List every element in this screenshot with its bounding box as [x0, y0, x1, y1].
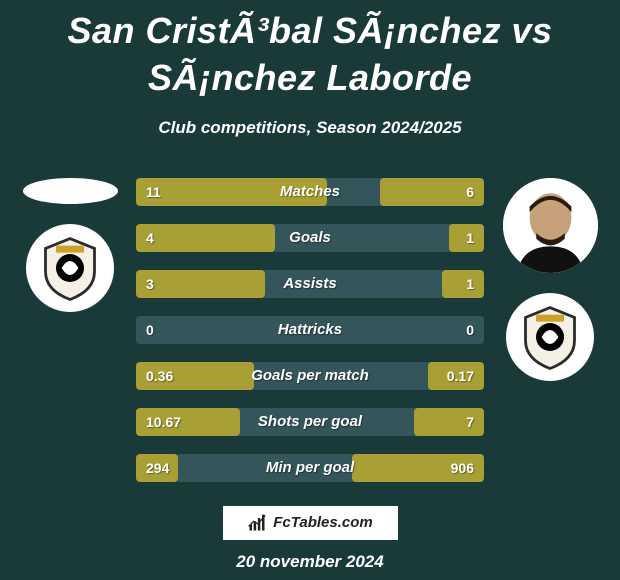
stat-value-right: 0 — [466, 322, 474, 338]
stat-value-right: 906 — [451, 460, 474, 476]
stat-row: 11 Matches 6 — [136, 178, 484, 206]
stat-label: Matches — [280, 183, 340, 200]
club-crest-icon — [35, 233, 105, 303]
subtitle: Club competitions, Season 2024/2025 — [0, 118, 620, 138]
stat-value-right: 7 — [466, 414, 474, 430]
player-left-club-badge — [26, 224, 114, 312]
player-left-avatar — [23, 178, 118, 204]
stats-center: 11 Matches 6 4 Goals 1 3 Assists 1 0 Hattricks 0 0.3… — [130, 178, 490, 482]
left-player-col — [10, 178, 130, 312]
player-right-avatar — [503, 178, 598, 273]
footer-date: 20 november 2024 — [0, 552, 620, 572]
stat-value-left: 11 — [146, 184, 161, 200]
stat-value-left: 4 — [146, 230, 154, 246]
stat-row: 0 Hattricks 0 — [136, 316, 484, 344]
stat-label: Min per goal — [266, 459, 354, 476]
player-photo-icon — [503, 178, 598, 273]
stat-value-left: 10.67 — [146, 414, 181, 430]
stat-row: 0.36 Goals per match 0.17 — [136, 362, 484, 390]
stat-value-right: 1 — [466, 230, 474, 246]
player-right-club-badge — [506, 293, 594, 381]
stat-label: Shots per goal — [258, 413, 362, 430]
stat-bar-left — [136, 224, 275, 252]
club-crest-icon — [515, 302, 585, 372]
stat-value-right: 6 — [466, 184, 474, 200]
stat-value-right: 1 — [466, 276, 474, 292]
stat-value-left: 3 — [146, 276, 154, 292]
stat-row: 294 Min per goal 906 — [136, 454, 484, 482]
chart-icon — [247, 513, 267, 533]
stat-bar-right — [442, 270, 484, 298]
stat-label: Hattricks — [278, 321, 342, 338]
right-player-col — [490, 178, 610, 381]
brand-bar[interactable]: FcTables.com — [223, 506, 398, 540]
brand-label: FcTables.com — [273, 514, 372, 531]
stat-value-right: 0.17 — [447, 368, 474, 384]
page-title: San CristÃ³bal SÃ¡nchez vs SÃ¡nchez Labo… — [0, 8, 620, 102]
stat-bar-left — [136, 270, 265, 298]
stat-value-left: 0.36 — [146, 368, 173, 384]
stat-label: Assists — [283, 275, 336, 292]
stat-row: 10.67 Shots per goal 7 — [136, 408, 484, 436]
stat-value-left: 294 — [146, 460, 169, 476]
stat-label: Goals per match — [251, 367, 369, 384]
stat-value-left: 0 — [146, 322, 154, 338]
stat-label: Goals — [289, 229, 331, 246]
stat-row: 3 Assists 1 — [136, 270, 484, 298]
stats-area: 11 Matches 6 4 Goals 1 3 Assists 1 0 Hattricks 0 0.3… — [0, 178, 620, 482]
stat-row: 4 Goals 1 — [136, 224, 484, 252]
